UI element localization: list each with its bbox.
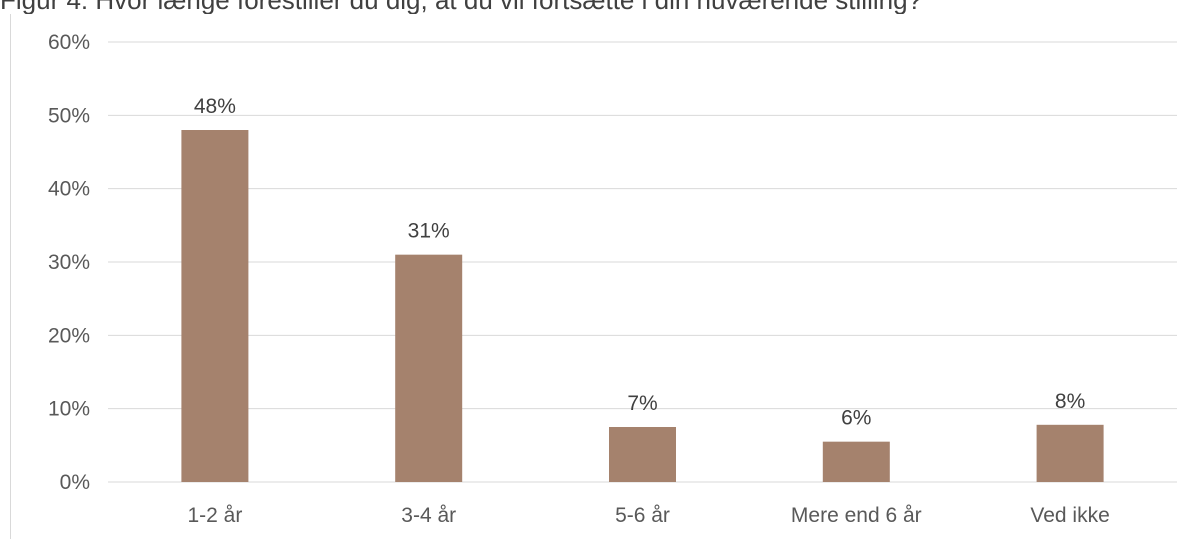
data-label: 31%	[408, 220, 450, 243]
bar	[395, 254, 463, 482]
data-label: 6%	[841, 407, 871, 430]
x-tick-label: 5-6 år	[615, 504, 670, 527]
y-tick-label: 50%	[48, 104, 90, 127]
x-tick-label: Mere end 6 år	[791, 504, 922, 527]
data-label: 8%	[1055, 390, 1085, 413]
data-label: 48%	[194, 95, 236, 118]
y-tick-label: 30%	[48, 251, 90, 274]
bar	[609, 427, 676, 482]
x-tick-label: Ved ikke	[1030, 504, 1109, 527]
y-tick-label: 20%	[48, 324, 90, 347]
data-label: 7%	[627, 392, 657, 415]
bar	[1036, 424, 1104, 482]
y-tick-label: 60%	[48, 31, 90, 54]
x-tick-label: 3-4 år	[401, 504, 456, 527]
bar	[181, 130, 249, 482]
y-tick-label: 40%	[48, 178, 90, 201]
x-tick-label: 1-2 år	[187, 504, 242, 527]
bar	[822, 441, 890, 482]
y-tick-label: 10%	[48, 398, 90, 421]
chart-frame-border	[10, 14, 11, 539]
y-tick-label: 0%	[60, 471, 90, 494]
chart-title: Figur 4: Hvor længe forestiller du dig, …	[0, 0, 1193, 14]
